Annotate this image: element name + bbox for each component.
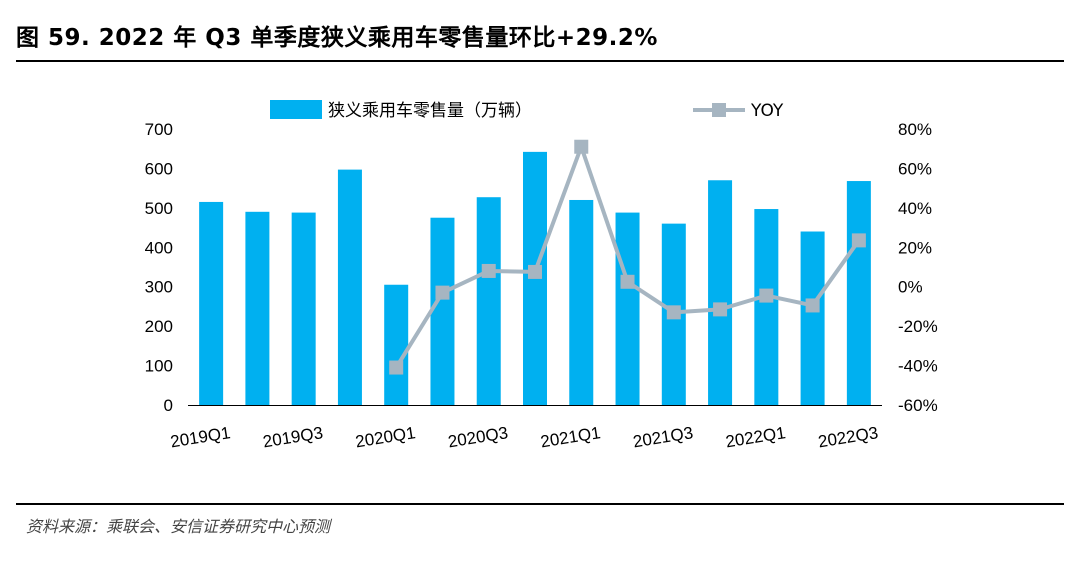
left-tick-label: 400 <box>145 238 173 257</box>
legend-bar-swatch <box>270 100 322 119</box>
chart-title: 图 59. 2022 年 Q3 单季度狭义乘用车零售量环比+29.2% <box>16 25 658 51</box>
left-tick-label: 100 <box>145 357 173 376</box>
yoy-marker <box>528 264 542 279</box>
bar <box>800 231 825 405</box>
right-axis: -60% -40% -20% 0% 20% 40% 60% 80% <box>898 120 938 415</box>
left-tick-label: 600 <box>145 159 173 178</box>
yoy-marker <box>805 298 820 313</box>
x-tick-label: 2021Q1 <box>539 423 602 451</box>
x-tick-label: 2019Q3 <box>262 423 325 451</box>
right-tick-label: 0% <box>898 278 923 297</box>
left-tick-label: 500 <box>145 199 173 218</box>
bar <box>199 201 224 405</box>
bar <box>337 169 362 405</box>
bar <box>708 180 733 405</box>
yoy-marker <box>851 233 866 248</box>
left-axis: 0 100 200 300 400 500 600 700 <box>145 120 173 415</box>
bar <box>569 199 594 405</box>
legend-bar-label: 狭义乘用车零售量（万辆） <box>328 101 532 121</box>
bar <box>846 181 871 405</box>
bar <box>245 211 270 405</box>
source-note: 资料来源：乘联会、安信证券研究中心预测 <box>26 517 331 536</box>
left-tick-label: 0 <box>164 396 173 415</box>
footer-rule <box>16 503 1064 505</box>
bar <box>291 212 316 405</box>
yoy-marker <box>481 263 496 278</box>
left-tick-label: 300 <box>145 278 173 297</box>
x-tick-label: 2021Q3 <box>632 423 695 451</box>
x-tick-label: 2022Q1 <box>724 423 787 451</box>
title-rule <box>16 60 1064 62</box>
yoy-series <box>389 139 866 375</box>
x-tick-label: 2020Q3 <box>447 423 510 451</box>
right-tick-label: -60% <box>898 396 938 415</box>
left-tick-label: 200 <box>145 317 173 336</box>
bar <box>754 209 779 405</box>
right-tick-label: 80% <box>898 120 932 139</box>
bar <box>615 212 640 405</box>
yoy-marker <box>713 302 728 317</box>
yoy-marker <box>666 305 681 320</box>
legend-line-marker <box>712 103 726 117</box>
right-tick-label: 20% <box>898 238 932 257</box>
x-tick-label: 2022Q3 <box>817 423 880 451</box>
yoy-marker <box>759 288 774 303</box>
bar-series <box>199 151 871 405</box>
x-tick-label: 2020Q1 <box>354 423 417 451</box>
right-tick-label: 40% <box>898 199 932 218</box>
legend-line-label: YOY <box>750 101 784 121</box>
yoy-marker <box>574 139 589 154</box>
right-tick-label: -40% <box>898 357 938 376</box>
left-tick-label: 700 <box>145 120 173 139</box>
legend: 狭义乘用车零售量（万辆） YOY <box>270 100 784 121</box>
right-tick-label: -20% <box>898 317 938 336</box>
bar <box>430 217 455 405</box>
x-axis: 2019Q1 2019Q3 2020Q1 2020Q3 2021Q1 2021Q3 2022… <box>169 423 879 451</box>
yoy-marker <box>435 285 450 300</box>
chart-canvas: 狭义乘用车零售量（万辆） YOY 0100200300400500600700 … <box>145 100 938 451</box>
bar <box>476 197 501 405</box>
right-tick-label: 60% <box>898 159 932 178</box>
yoy-marker <box>389 360 404 375</box>
bar <box>384 284 409 405</box>
yoy-marker <box>620 274 635 289</box>
x-tick-label: 2019Q1 <box>169 423 232 451</box>
